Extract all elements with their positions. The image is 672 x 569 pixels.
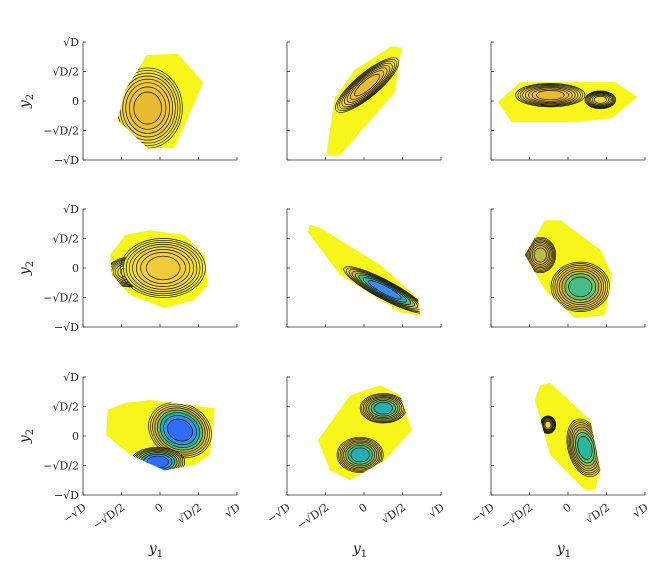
x-axis-label-subscript: 1 <box>361 549 367 560</box>
panel-r1-c2 <box>286 41 442 161</box>
contour-line-mode1-level1 <box>584 90 617 110</box>
x-tick-label: √D/2 <box>583 501 612 527</box>
panel-r3-c3: −√D −√D/2 0 √D/2 √D y1 <box>469 376 651 560</box>
x-tick-label: −√D/2 <box>498 501 535 532</box>
x-tick-label: 0 <box>357 501 370 516</box>
contour-line-mode1-level8 <box>368 280 402 300</box>
y-tick-label: 0 <box>72 430 79 443</box>
x-tick-label: √D/2 <box>379 501 408 527</box>
y-tick-label: √D <box>63 371 79 384</box>
y-axis-label-subscript: 2 <box>25 94 36 100</box>
contour-line-mode2-level8 <box>577 435 593 460</box>
contour-line-mode2-level8 <box>536 90 565 101</box>
x-tick-label: −√D <box>61 501 89 526</box>
y-tick-label: −√D/2 <box>43 125 79 138</box>
contour-line-mode2-level1 <box>515 82 586 108</box>
x-tick-label: 0 <box>153 501 166 516</box>
x-tick-label: √D <box>426 501 447 521</box>
panel-r2-c3 <box>490 208 646 328</box>
contour-levels <box>524 236 610 313</box>
panel-r1-c1: −√D −√D/2 0 √D/2 √D y2 <box>17 36 238 167</box>
y-tick-label: √D/2 <box>52 66 79 79</box>
contour-line-mode2-level1 <box>336 436 384 473</box>
contour-line-mode1-level8 <box>593 95 607 104</box>
y-axis-label: y2 <box>17 261 36 276</box>
x-axis-label: y1 <box>148 541 163 560</box>
contour-line-mode1-level8 <box>373 402 393 415</box>
x-tick-label: −√D <box>265 501 293 526</box>
contour-levels <box>515 82 617 110</box>
x-axis-label: y1 <box>352 541 367 560</box>
contour-line-mode2-level8 <box>145 255 181 281</box>
contour-line-mode1-level8 <box>533 247 547 263</box>
x-tick-label: √D <box>630 501 651 521</box>
x-axis-label-subscript: 1 <box>157 549 163 560</box>
contour-line-mode2-level1 <box>566 418 601 477</box>
contour-levels <box>130 402 212 471</box>
panel-r1-c3 <box>490 41 646 161</box>
contour-line-mode2-level8 <box>350 447 370 463</box>
x-tick-label: √D/2 <box>175 501 204 527</box>
contour-line-mode1-level8 <box>544 420 552 429</box>
contour-levels <box>539 415 601 477</box>
x-tick-label: −√D/2 <box>90 501 127 532</box>
y-tick-label: √D <box>63 36 79 49</box>
y-tick-label: −√D/2 <box>43 460 79 473</box>
y-axis-label-subscript: 2 <box>25 429 36 435</box>
y-tick-label: −√D <box>54 154 79 167</box>
panel-r2-c1: −√D −√D/2 0 √D/2 √D y2 <box>17 203 238 334</box>
contour-line-mode1-level1 <box>335 57 400 113</box>
x-tick-label: 0 <box>561 501 574 516</box>
y-axis-label: y2 <box>17 94 36 109</box>
panel-r3-c2: −√D −√D/2 0 √D/2 √D y1 <box>265 376 447 560</box>
y-tick-label: √D/2 <box>52 401 79 414</box>
y-tick-label: 0 <box>72 95 79 108</box>
contour-levels <box>335 57 400 113</box>
y-axis-label: y2 <box>17 429 36 444</box>
panel-r2-c2 <box>286 208 442 328</box>
contour-line-mode1-level1 <box>117 67 183 149</box>
y-tick-label: √D <box>63 203 79 216</box>
contour-line-mode2-level1 <box>550 261 610 313</box>
x-axis-label: y1 <box>556 541 571 560</box>
y-tick-label: −√D <box>54 321 79 334</box>
y-tick-label: −√D/2 <box>43 292 79 305</box>
x-tick-label: −√D/2 <box>294 501 331 532</box>
contour-levels <box>336 393 407 473</box>
contour-levels <box>109 238 206 298</box>
contour-line-mode2-level1 <box>120 238 206 298</box>
contour-levels <box>117 67 183 149</box>
x-tick-label: √D <box>222 501 243 521</box>
contour-line-mode1-level1 <box>343 266 421 314</box>
contour-line-mode1-level8 <box>354 73 381 97</box>
contour-line-mode1-level8 <box>133 91 162 125</box>
contour-line-mode1-level8 <box>167 418 193 442</box>
y-axis-label-subscript: 2 <box>25 261 36 267</box>
contour-line-mode2-level8 <box>146 455 169 469</box>
y-tick-label: −√D <box>54 489 79 502</box>
contour-levels <box>343 266 421 314</box>
contour-line-mode1-level1 <box>524 236 557 274</box>
contour-line-mode2-level8 <box>568 276 593 298</box>
x-tick-label: −√D <box>469 501 497 526</box>
y-tick-label: 0 <box>72 262 79 275</box>
y-tick-label: √D/2 <box>52 233 79 246</box>
x-axis-label-subscript: 1 <box>565 549 571 560</box>
